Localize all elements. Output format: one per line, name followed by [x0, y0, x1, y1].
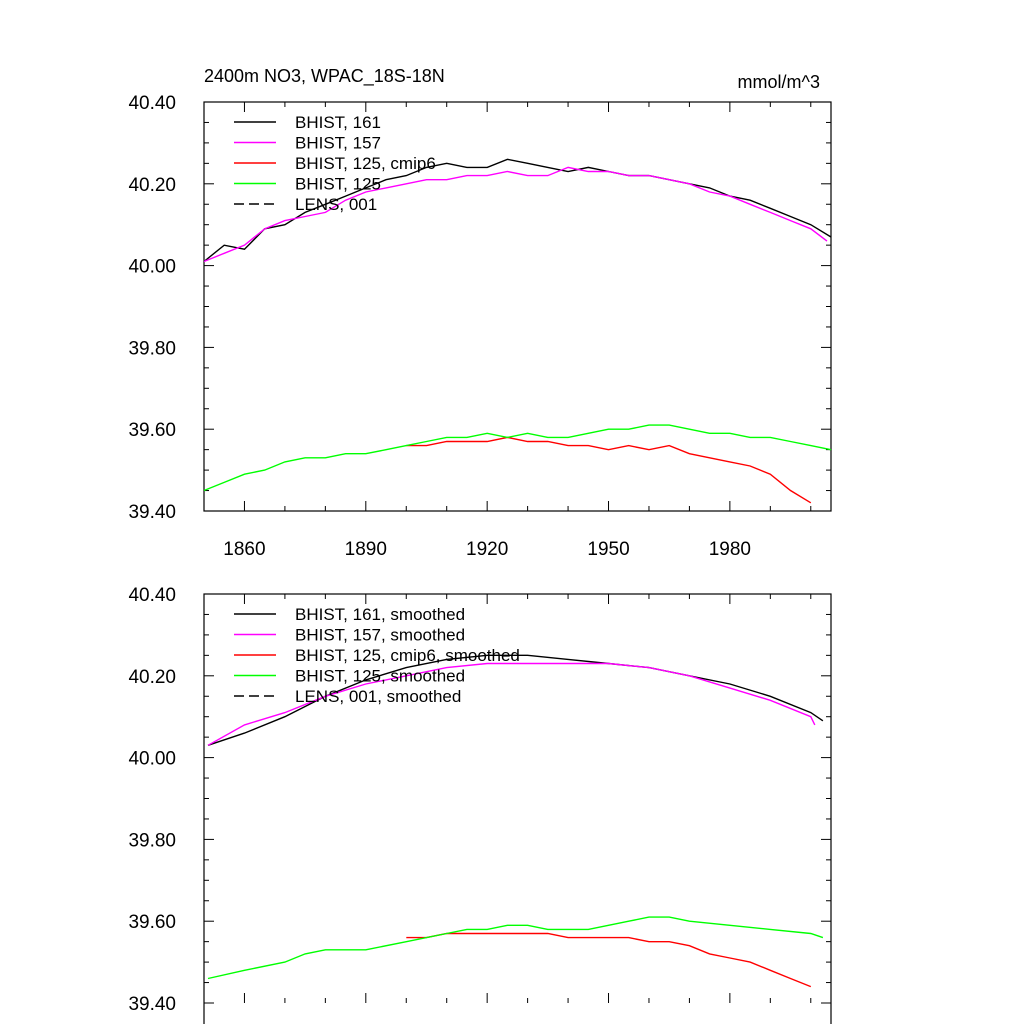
- chart-title: 2400m NO3, WPAC_18S-18N: [204, 66, 445, 87]
- series-lines: [207, 654, 824, 988]
- y-tick-label: 40.20: [128, 667, 176, 688]
- legend-label: BHIST, 161, smoothed: [295, 605, 465, 624]
- series-lines: [203, 158, 832, 504]
- series-line: [203, 166, 828, 263]
- legend-label: BHIST, 157: [295, 134, 381, 153]
- y-tick-label: 39.40: [128, 502, 176, 523]
- legend: BHIST, 161, smoothed BHIST, 157, smoothed…: [234, 605, 520, 706]
- y-tick-label: 39.40: [128, 994, 176, 1015]
- legend-label: BHIST, 125: [295, 175, 381, 194]
- x-tick-label: 1950: [587, 539, 629, 560]
- series-line: [406, 436, 812, 504]
- tick-marks: 1860 1890 1920 1950 1980 39.40 39.60 39.80 40.00…: [128, 93, 831, 560]
- series-line: [406, 932, 812, 988]
- bottom-panel: 39.40 39.60 39.80 40.00 40.20 40.40 BHIST, 16…: [128, 585, 832, 1024]
- top-panel: 1860 1890 1920 1950 1980 39.40 39.60 39.80 40.00…: [128, 93, 832, 560]
- legend-label: BHIST, 161: [295, 113, 381, 132]
- legend-label: BHIST, 157, smoothed: [295, 626, 465, 645]
- y-tick-label: 39.60: [128, 420, 176, 441]
- y-tick-label: 40.40: [128, 93, 176, 114]
- legend-label: BHIST, 125, cmip6, smoothed: [295, 646, 520, 665]
- legend-label: LENS, 001: [295, 195, 377, 214]
- series-line: [207, 662, 816, 746]
- y-tick-label: 39.80: [128, 830, 176, 851]
- x-tick-label: 1920: [466, 539, 508, 560]
- legend-label: BHIST, 125, smoothed: [295, 667, 465, 686]
- series-line: [207, 916, 824, 980]
- series-line: [203, 424, 832, 492]
- x-tick-label: 1980: [709, 539, 751, 560]
- x-tick-label: 1860: [223, 539, 265, 560]
- series-line: [207, 654, 824, 746]
- y-tick-label: 40.40: [128, 585, 176, 606]
- y-tick-label: 40.00: [128, 749, 176, 770]
- y-tick-label: 39.60: [128, 912, 176, 933]
- y-tick-label: 40.00: [128, 257, 176, 278]
- tick-marks: 39.40 39.60 39.80 40.00 40.20 40.40: [128, 585, 831, 1015]
- legend-label: LENS, 001, smoothed: [295, 687, 461, 706]
- legend-label: BHIST, 125, cmip6: [295, 154, 436, 173]
- y-tick-label: 40.20: [128, 175, 176, 196]
- x-tick-label: 1890: [345, 539, 387, 560]
- units-label: mmol/m^3: [738, 72, 820, 92]
- y-tick-label: 39.80: [128, 338, 176, 359]
